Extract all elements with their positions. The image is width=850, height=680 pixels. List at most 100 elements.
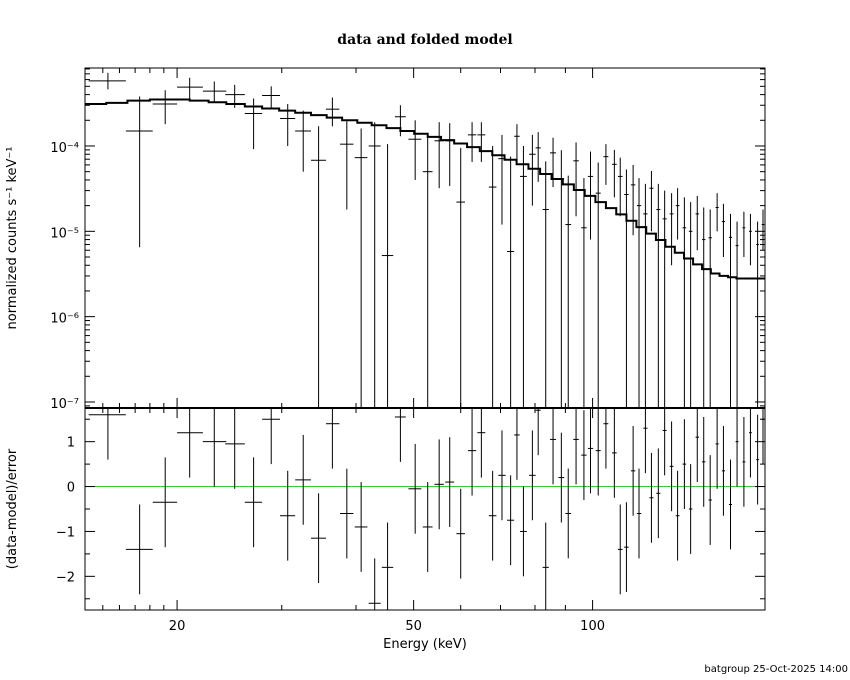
resid-point-5	[202, 408, 227, 487]
top-point-51	[675, 188, 680, 240]
folded-model-step	[85, 98, 765, 280]
top-point-59	[728, 213, 732, 408]
resid-point-22	[456, 488, 465, 579]
top-panel: 10⁻⁷ 10⁻⁶ 10⁻⁵ 10⁻⁴	[50, 67, 766, 412]
top-point-55	[702, 207, 706, 408]
top-point-30	[529, 134, 536, 206]
top-point-22	[456, 147, 465, 408]
top-point-63	[756, 221, 759, 408]
x-tick-label: 100	[580, 619, 605, 634]
top-y-axis-label: normalized counts s⁻¹ keV⁻¹	[5, 147, 20, 330]
top-point-7	[244, 98, 263, 150]
resid-point-7	[244, 457, 263, 548]
top-panel-frame	[84, 67, 766, 409]
resid-point-54	[695, 408, 699, 483]
resid-point-40	[603, 408, 609, 469]
top-point-12	[325, 97, 340, 127]
top-point-60	[735, 221, 739, 408]
resid-point-41	[611, 408, 617, 498]
top-point-27	[507, 156, 515, 408]
top-panel-ticks: 10⁻⁷ 10⁻⁶ 10⁻⁵ 10⁻⁴	[50, 68, 765, 412]
resid-point-63	[756, 414, 759, 505]
top-point-40	[603, 144, 609, 185]
resid-point-25	[488, 470, 497, 561]
bottom-y-tick-label: 1	[67, 436, 75, 451]
top-point-19	[422, 136, 433, 408]
bottom-panel: 1 0 −1 −2	[56, 407, 766, 611]
resid-point-27	[507, 475, 515, 566]
resid-point-64	[761, 408, 765, 465]
resid-point-32	[542, 522, 549, 610]
bottom-panel-frame	[84, 407, 766, 611]
resid-point-48	[656, 448, 661, 539]
top-point-2	[125, 96, 153, 248]
resid-point-11	[311, 493, 326, 584]
x-tick-label: 50	[405, 619, 422, 634]
footer-credit: batgroup 25-Oct-2025 14:00	[704, 664, 848, 675]
top-point-49	[662, 190, 667, 408]
top-point-64	[761, 209, 765, 251]
resid-point-59	[728, 459, 732, 550]
resid-point-21	[445, 437, 455, 527]
top-point-45	[636, 178, 642, 408]
resid-point-61	[742, 416, 746, 507]
resid-point-3	[152, 457, 178, 548]
top-point-33	[550, 137, 557, 188]
resid-point-26	[498, 430, 506, 521]
top-point-11	[311, 126, 326, 408]
resid-point-50	[669, 421, 674, 512]
resid-point-37	[581, 410, 587, 501]
resid-point-49	[662, 408, 667, 476]
top-y-tick-label: 10⁻⁵	[50, 226, 79, 241]
resid-point-58	[721, 425, 725, 516]
bottom-y-axis-label: (data-model)/error	[5, 448, 20, 569]
resid-point-18	[408, 443, 422, 534]
top-point-61	[742, 211, 746, 257]
bottom-y-tick-label: −2	[56, 570, 75, 585]
resid-point-42	[617, 504, 623, 595]
top-point-21	[445, 123, 455, 186]
resid-point-17	[394, 408, 406, 462]
top-point-18	[408, 120, 422, 180]
top-point-5	[202, 81, 227, 103]
top-point-56	[708, 209, 712, 408]
resid-point-19	[422, 482, 433, 572]
top-point-29	[520, 145, 527, 408]
top-point-25	[488, 145, 497, 408]
top-point-16	[381, 144, 394, 408]
top-point-4	[177, 77, 203, 99]
resid-point-62	[749, 408, 752, 478]
top-point-42	[617, 157, 623, 217]
resid-point-43	[624, 502, 629, 593]
resid-point-24	[477, 408, 486, 478]
resid-point-52	[682, 419, 687, 509]
resid-point-60	[735, 408, 739, 487]
resid-point-31	[535, 408, 541, 456]
resid-point-12	[325, 408, 340, 469]
resid-point-57	[715, 408, 719, 489]
resid-point-10	[295, 434, 312, 525]
resid-point-56	[708, 455, 712, 545]
chart-title: data and folded model	[337, 32, 512, 48]
top-point-43	[624, 169, 629, 408]
top-point-24	[477, 122, 486, 162]
resid-point-51	[675, 470, 680, 561]
top-point-14	[354, 128, 368, 408]
top-point-35	[565, 175, 572, 408]
top-point-53	[688, 202, 693, 408]
top-point-1	[88, 72, 126, 90]
top-point-58	[721, 203, 725, 257]
top-point-9	[280, 104, 296, 146]
model-step-line	[85, 98, 765, 280]
resid-point-47	[649, 452, 654, 543]
resid-point-28	[514, 408, 520, 480]
top-point-62	[749, 213, 752, 266]
top-point-48	[656, 183, 661, 408]
resid-point-4	[177, 408, 203, 478]
top-point-26	[498, 134, 506, 225]
top-point-57	[715, 193, 719, 232]
data-points-top	[88, 72, 765, 408]
top-point-23	[467, 122, 477, 162]
resid-point-44	[630, 425, 636, 516]
